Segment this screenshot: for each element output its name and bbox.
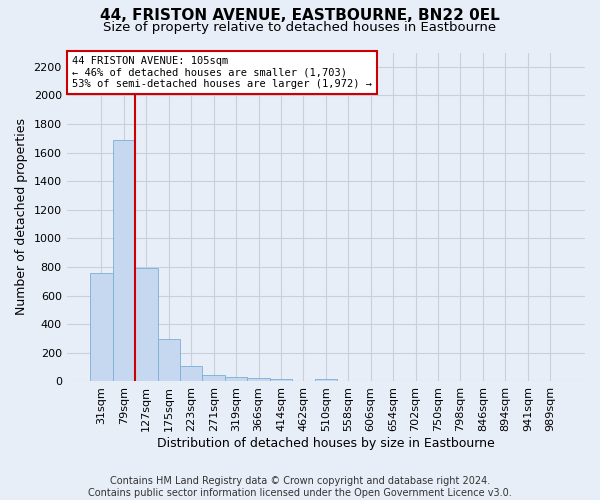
Text: 44, FRISTON AVENUE, EASTBOURNE, BN22 0EL: 44, FRISTON AVENUE, EASTBOURNE, BN22 0EL	[100, 8, 500, 22]
Text: Contains HM Land Registry data © Crown copyright and database right 2024.
Contai: Contains HM Land Registry data © Crown c…	[88, 476, 512, 498]
Bar	[158, 338, 180, 382]
Y-axis label: Number of detached properties: Number of detached properties	[15, 118, 28, 316]
Bar	[314, 378, 337, 382]
Bar	[225, 377, 247, 382]
Text: 44 FRISTON AVENUE: 105sqm
← 46% of detached houses are smaller (1,703)
53% of se: 44 FRISTON AVENUE: 105sqm ← 46% of detac…	[72, 56, 372, 89]
Bar	[90, 273, 113, 382]
Bar	[180, 366, 202, 382]
X-axis label: Distribution of detached houses by size in Eastbourne: Distribution of detached houses by size …	[157, 437, 495, 450]
Bar	[135, 268, 158, 382]
Bar	[247, 378, 270, 382]
Text: Size of property relative to detached houses in Eastbourne: Size of property relative to detached ho…	[103, 21, 497, 34]
Bar	[270, 378, 292, 382]
Bar	[202, 375, 225, 382]
Bar	[113, 140, 135, 382]
